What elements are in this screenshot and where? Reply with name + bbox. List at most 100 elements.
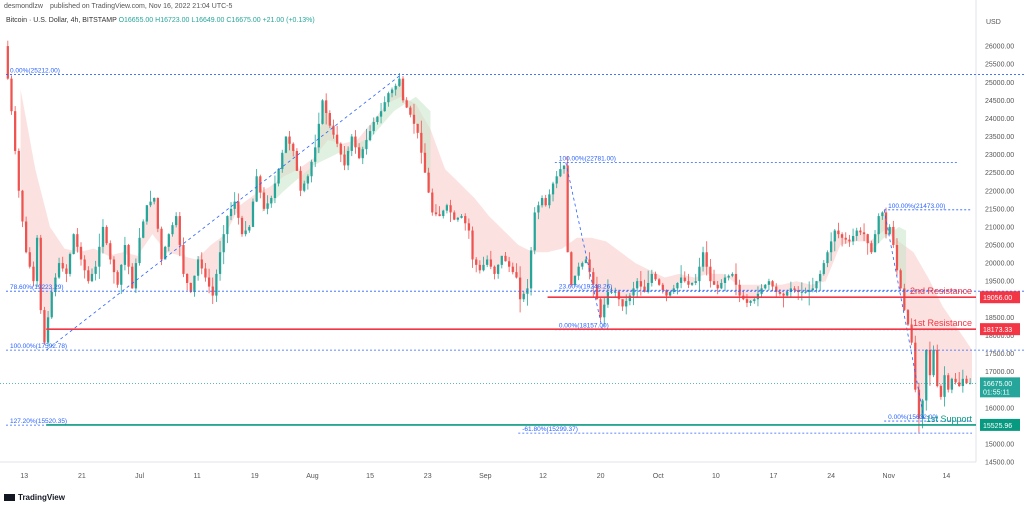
candle-body [518,277,522,300]
candle-body [712,281,716,285]
candle-body [636,281,639,289]
candle-body [346,150,350,166]
candle-body [196,259,200,276]
candle-body [142,221,145,238]
candle-body [72,234,75,255]
candle-body [456,217,460,220]
candle-body [676,282,679,289]
tradingview-brand[interactable]: TradingView [4,493,65,502]
candle-body [943,375,946,397]
candle-body [577,266,580,276]
candle-body [668,292,672,296]
price-tick-label: 17500.00 [985,351,1014,358]
candle-body [65,268,68,274]
candle-body [862,232,866,235]
candle-body [745,299,749,303]
symbol-title[interactable]: Bitcoin · U.S. Dollar, 4h, BITSTAMP [6,17,117,24]
candle-body [409,107,412,115]
candle-body [295,150,299,171]
candle-body [522,293,525,300]
countdown-label: 01:55:11 [983,389,1010,396]
candle-body [661,284,664,291]
price-tag-label: 15525.96 [983,423,1012,430]
price-tick-label: 23500.00 [985,134,1014,141]
candle-body [873,234,877,253]
candle-body [321,100,324,124]
time-tick-label: Nov [883,473,896,480]
candle-body [537,205,540,213]
fib-trend-line [565,162,603,330]
candle-body [658,279,661,285]
candle-body [412,114,416,124]
candle-body [54,277,57,293]
candle-body [961,378,964,387]
candle-body [592,272,595,285]
time-tick-label: 21 [78,473,86,480]
time-tick-label: Sep [479,473,492,480]
candle-body [705,252,708,267]
candle-body [555,176,558,184]
candle-body [829,241,833,253]
candle-body [851,235,855,242]
fib-level-label: 0.00%(15632.00) [888,414,938,421]
candle-body [164,246,167,260]
candle-body [654,273,657,280]
candle-body [782,293,785,296]
ichimoku-cloud [20,78,973,419]
candle-body [240,217,244,235]
candle-body [303,183,306,191]
candle-body [127,245,130,267]
candle-body [376,116,379,123]
candle-body [112,259,116,273]
candle-body [101,226,105,247]
candle-body [365,140,368,150]
candle-body [233,201,236,209]
candle-body [921,400,924,419]
candle-body [965,378,968,384]
candle-body [175,216,178,226]
candle-body [610,292,613,293]
price-tick-label: 18000.00 [985,333,1014,340]
candle-body [471,230,474,260]
candle-body [401,78,405,101]
time-tick-label: 12 [539,473,547,480]
candle-body [17,150,20,191]
candle-body [811,288,814,291]
candle-body [123,245,127,265]
bull-cloud [262,78,431,213]
candle-body [153,197,156,202]
candle-body [361,149,364,159]
candle-body [178,216,181,245]
candle-body [57,263,61,278]
candle-body [683,277,686,282]
bear-cloud [20,78,973,419]
candle-body [420,132,423,153]
time-tick-label: 15 [366,473,374,480]
fib-trend-line [46,74,402,351]
price-tick-label: 19500.00 [985,279,1014,286]
candle-body [877,216,880,235]
candle-body [390,89,394,94]
candle-body [775,286,778,293]
candle-body [438,214,441,217]
candle-body [950,378,954,390]
candle-body [204,268,207,278]
candle-body [679,277,683,283]
price-tick-label: 26000.00 [985,44,1014,51]
candle-body [79,246,83,260]
candle-body [328,112,331,126]
time-tick-label: 20 [597,473,605,480]
candle-body [299,170,302,191]
candle-body [478,264,481,271]
candle-body [709,266,712,282]
candle-body [39,237,42,311]
candle-body [800,292,803,293]
candle-body [207,277,211,287]
candle-body [445,205,449,211]
candle-body [50,292,53,318]
author-name[interactable]: desmondlzw [4,3,43,10]
candle-body [431,192,434,213]
fib-level-label: -61.80%(15299.37) [522,426,578,433]
candle-body [226,216,229,235]
